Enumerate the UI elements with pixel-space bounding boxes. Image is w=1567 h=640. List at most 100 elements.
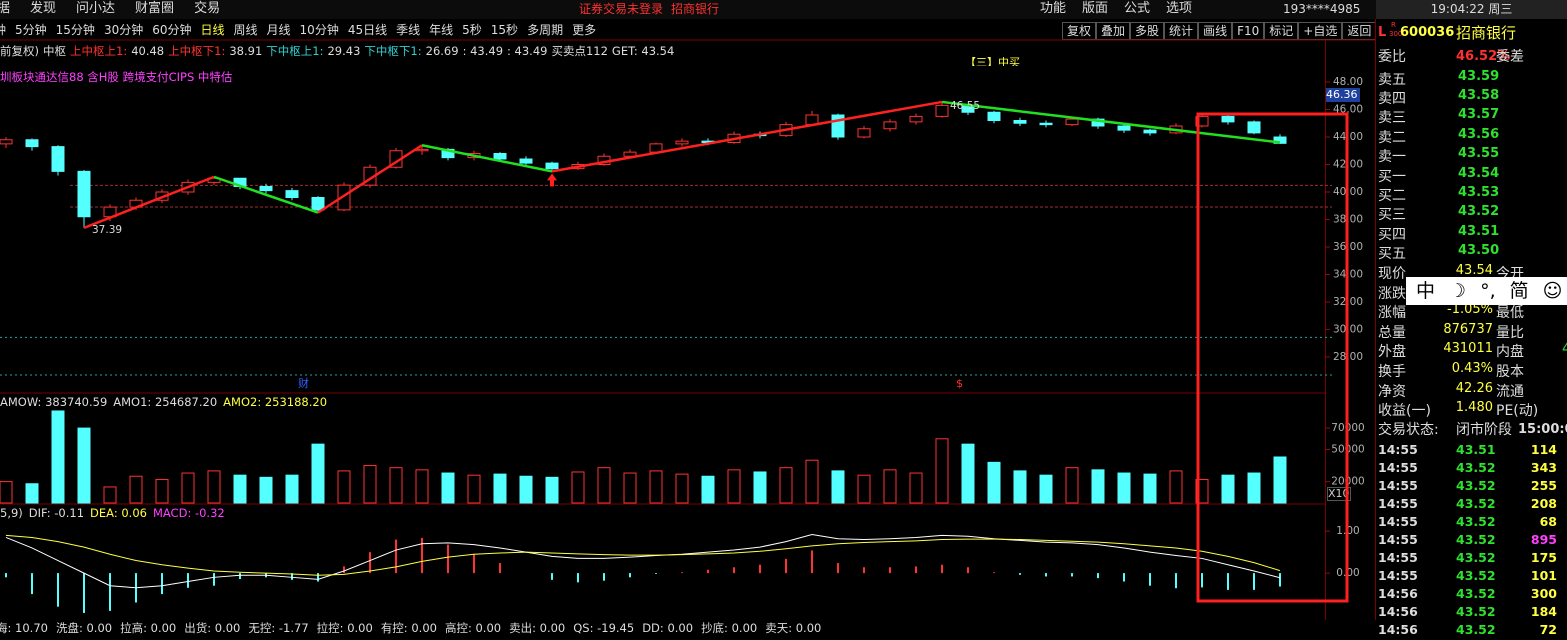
menu-item[interactable]: 功能: [1040, 1, 1067, 16]
status: 闭市阶段: [1456, 422, 1512, 438]
menu-item[interactable]: 交易: [194, 1, 221, 16]
period-tab[interactable]: 周线: [233, 23, 258, 37]
trade-row: 14:55 43.52 101: [1378, 568, 1567, 586]
stat-l2: 最低: [1496, 305, 1524, 322]
ime-button[interactable]: 中: [1416, 280, 1436, 302]
menu-item[interactable]: 财富圈: [135, 1, 175, 16]
order-row: 买四 43.51: [1378, 224, 1566, 243]
order-row: 买一 43.54: [1378, 166, 1566, 185]
volume-bar: [1221, 474, 1235, 504]
signal-stat: 有控: 0.00: [380, 621, 437, 635]
volume-bar: [363, 465, 377, 504]
order-label: 卖三: [1378, 110, 1406, 127]
volume-bar: [1065, 467, 1079, 504]
candle-body: [311, 196, 325, 211]
trade-volume: 208: [1530, 496, 1557, 511]
period-tab[interactable]: 多周期: [527, 23, 564, 37]
candle-body: [1221, 115, 1235, 123]
period-tab[interactable]: 15秒: [490, 23, 519, 37]
candle-body: [1013, 120, 1027, 124]
volume-bar: [415, 469, 429, 504]
indicator-label: 下中枢下1:: [364, 44, 422, 58]
period-tab[interactable]: 15分钟: [55, 23, 95, 37]
candle-body: [883, 121, 897, 130]
menu-item[interactable]: 版面: [1082, 1, 1109, 16]
period-tab[interactable]: 月线: [266, 23, 291, 37]
order-label: 卖二: [1378, 129, 1406, 146]
menu-item[interactable]: 公式: [1124, 1, 1151, 16]
indicator-extra: : 43.49: [462, 44, 504, 58]
stat-row: 总量 876737 量比: [1378, 322, 1567, 341]
ime-button[interactable]: ☽: [1449, 280, 1467, 302]
trade-time: 14:55: [1378, 496, 1418, 511]
candle-body: [1273, 136, 1287, 144]
trade-price: 43.52: [1456, 568, 1496, 583]
menu-item[interactable]: 问小达: [76, 1, 116, 16]
period-tab[interactable]: 60分钟: [152, 23, 192, 37]
trade-volume: 184: [1530, 604, 1557, 619]
trade-price: 43.52: [1456, 550, 1496, 565]
trade-row: 14:55 43.51 114: [1378, 442, 1567, 460]
stroke-label: 46.55: [950, 100, 980, 112]
period-tab[interactable]: 钟: [0, 23, 7, 37]
trade-time: 14:56: [1378, 586, 1418, 601]
signal-stat: 卖出: 0.00: [509, 621, 566, 635]
period-tab[interactable]: 5秒: [462, 23, 482, 37]
login-notice[interactable]: 证券交易未登录: [579, 2, 664, 16]
period-tab[interactable]: 5分钟: [15, 23, 47, 37]
period-tab[interactable]: 年线: [429, 23, 454, 37]
period-tab[interactable]: 更多: [572, 23, 597, 37]
volume-bar: [545, 476, 559, 504]
stat-l1: 涨跌: [1378, 285, 1406, 302]
order-price: 43.52: [1458, 204, 1500, 220]
volume-bar: [701, 475, 715, 504]
menu-item[interactable]: 选项: [1166, 1, 1193, 16]
volume-bar: [103, 486, 117, 504]
stat-l1: 换手: [1378, 364, 1406, 380]
stock-name: 招商银行: [1456, 24, 1517, 42]
volume-bar: [207, 470, 221, 504]
quote-panel: L R 300 600036 招商银行 委比 46.52% 委差 卖五 43.59…: [1376, 21, 1567, 637]
volume-bar: [259, 476, 273, 504]
signal-stat: QS: -19.45: [573, 621, 635, 635]
order-label: 买二: [1378, 188, 1406, 205]
stat-l1: 净资: [1378, 383, 1406, 400]
menu-item[interactable]: 据: [0, 1, 11, 16]
volume-bar: [467, 474, 481, 504]
event-mark[interactable]: $: [956, 377, 963, 390]
volume-bar: [1117, 472, 1131, 504]
ime-button[interactable]: ☺: [1542, 280, 1563, 302]
ime-button[interactable]: °,: [1480, 280, 1496, 302]
candle-body: [51, 146, 65, 172]
clock: 19:04:22 周三: [1376, 0, 1567, 19]
broker[interactable]: 招商银行: [671, 2, 720, 16]
macd-stat: DIF: -0.11: [28, 506, 85, 520]
candle-body: [909, 115, 923, 123]
indicator-prefix: 前复权): [0, 44, 39, 58]
account[interactable]: 193****4985: [1283, 2, 1361, 16]
period-tab[interactable]: 季线: [396, 23, 421, 37]
period-tab[interactable]: 日线: [200, 23, 225, 37]
volume-bar: [961, 443, 975, 504]
period-tab[interactable]: 10分钟: [299, 23, 339, 37]
trade-row: 14:56 43.52 300: [1378, 586, 1567, 604]
candle-body: [25, 139, 39, 148]
candle-body: [0, 139, 13, 145]
period-tab[interactable]: 45日线: [347, 23, 388, 37]
trade-time: 14:55: [1378, 478, 1418, 493]
ime-button[interactable]: 简: [1509, 280, 1529, 302]
volume-bar: [519, 475, 533, 504]
signal-stat: 卖天: 0.00: [765, 621, 822, 635]
stat-l2: 股本: [1496, 364, 1524, 380]
ime-toolbar[interactable]: 中 ☽ °, 简 ☺: [1406, 277, 1567, 305]
order-label: 卖一: [1378, 148, 1406, 165]
period-tab[interactable]: 30分钟: [103, 23, 144, 37]
trade-price: 43.52: [1456, 460, 1496, 475]
event-mark[interactable]: 财: [298, 377, 309, 390]
menu-item[interactable]: 发现: [30, 1, 57, 16]
trade-row: 14:55 43.52 175: [1378, 550, 1567, 568]
market-sub: 300: [1389, 30, 1403, 38]
volume-bar: [77, 427, 91, 504]
trade-row: 14:55 43.52 68: [1378, 514, 1567, 532]
